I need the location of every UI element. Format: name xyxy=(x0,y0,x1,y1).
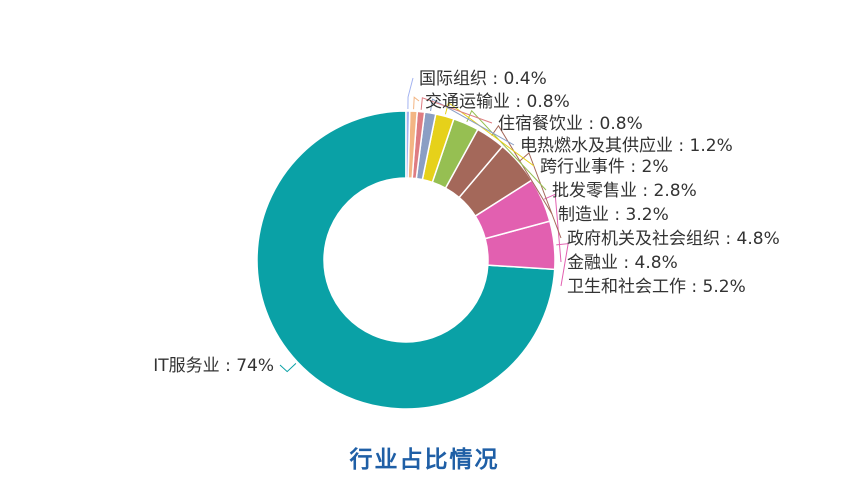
slice-label: 制造业 : 3.2% xyxy=(558,205,669,225)
slice-label: 国际组织 : 0.4% xyxy=(419,69,547,89)
slice-label: IT服务业 : 74% xyxy=(153,356,274,376)
slice-label: 卫生和社会工作 : 5.2% xyxy=(567,277,746,297)
chart-title: 行业占比情况 xyxy=(349,447,500,473)
slice-6 xyxy=(421,113,455,184)
slice-label: 金融业 : 4.8% xyxy=(567,253,678,273)
slice-0 xyxy=(256,110,556,410)
leader-line xyxy=(430,98,515,146)
slice-5 xyxy=(431,117,479,190)
leader-line xyxy=(279,363,297,373)
slice-1 xyxy=(484,220,556,271)
slice-label: 跨行业事件 : 2% xyxy=(540,157,669,177)
leader-lines xyxy=(279,77,569,373)
slice-4 xyxy=(444,128,504,199)
slice-label: 政府机关及社会组织 : 4.8% xyxy=(567,229,780,249)
slice-label: 交通运输业 : 0.8% xyxy=(425,92,570,112)
leader-line xyxy=(556,243,569,287)
donut-chart: IT服务业 : 74% 卫生和社会工作 : 5.2% 金融业 : 4.8% 政府机关及… xyxy=(153,69,780,410)
slice-10 xyxy=(405,110,411,179)
slice-3 xyxy=(458,145,533,218)
slice-label: 批发零售业 : 2.8% xyxy=(552,181,697,201)
slice-label: 电热燃水及其供应业 : 1.2% xyxy=(520,136,733,156)
donut-slices xyxy=(256,110,556,410)
slice-label: 住宿餐饮业 : 0.8% xyxy=(498,114,643,134)
leader-line xyxy=(413,96,420,110)
leader-line xyxy=(543,193,562,263)
leader-line xyxy=(407,77,414,110)
leader-line xyxy=(491,124,553,215)
leader-line xyxy=(420,97,493,124)
slice-labels: IT服务业 : 74% 卫生和社会工作 : 5.2% 金融业 : 4.8% 政府机关及… xyxy=(153,69,779,376)
leader-line xyxy=(444,101,535,167)
leader-line xyxy=(466,109,547,191)
